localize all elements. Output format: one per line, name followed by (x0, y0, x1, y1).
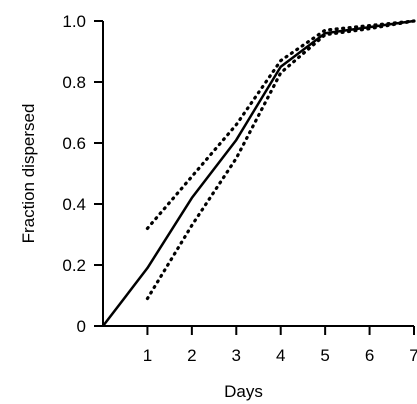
y-tick-label: 0.6 (62, 134, 86, 153)
series-layer (102, 19, 416, 327)
axes-layer (102, 21, 414, 327)
y-tick-label: 0.4 (62, 195, 86, 214)
ticks-layer: 0 0.2 0.4 0.6 0.8 1.0 1 2 3 4 5 6 7 (62, 12, 417, 365)
confidence-bound-line-1 (145, 19, 416, 230)
x-tick-label: 5 (320, 346, 329, 365)
y-tick-label: 0.2 (62, 256, 86, 275)
confidence-bound-line-2 (145, 19, 416, 301)
x-tick-label: 2 (187, 346, 196, 365)
mean-line (102, 19, 415, 327)
x-tick-label: 7 (409, 346, 417, 365)
x-tick-label: 6 (365, 346, 374, 365)
x-axis-title: Days (224, 382, 263, 401)
y-tick-label: 0 (77, 317, 86, 336)
axes-frame (102, 21, 414, 327)
y-axis-title: Fraction dispersed (19, 104, 38, 244)
x-tick-label: 3 (232, 346, 241, 365)
x-tick-label: 1 (143, 346, 152, 365)
x-tick-label: 4 (276, 346, 285, 365)
y-tick-label: 0.8 (62, 73, 86, 92)
y-tick-label: 1.0 (62, 12, 86, 31)
